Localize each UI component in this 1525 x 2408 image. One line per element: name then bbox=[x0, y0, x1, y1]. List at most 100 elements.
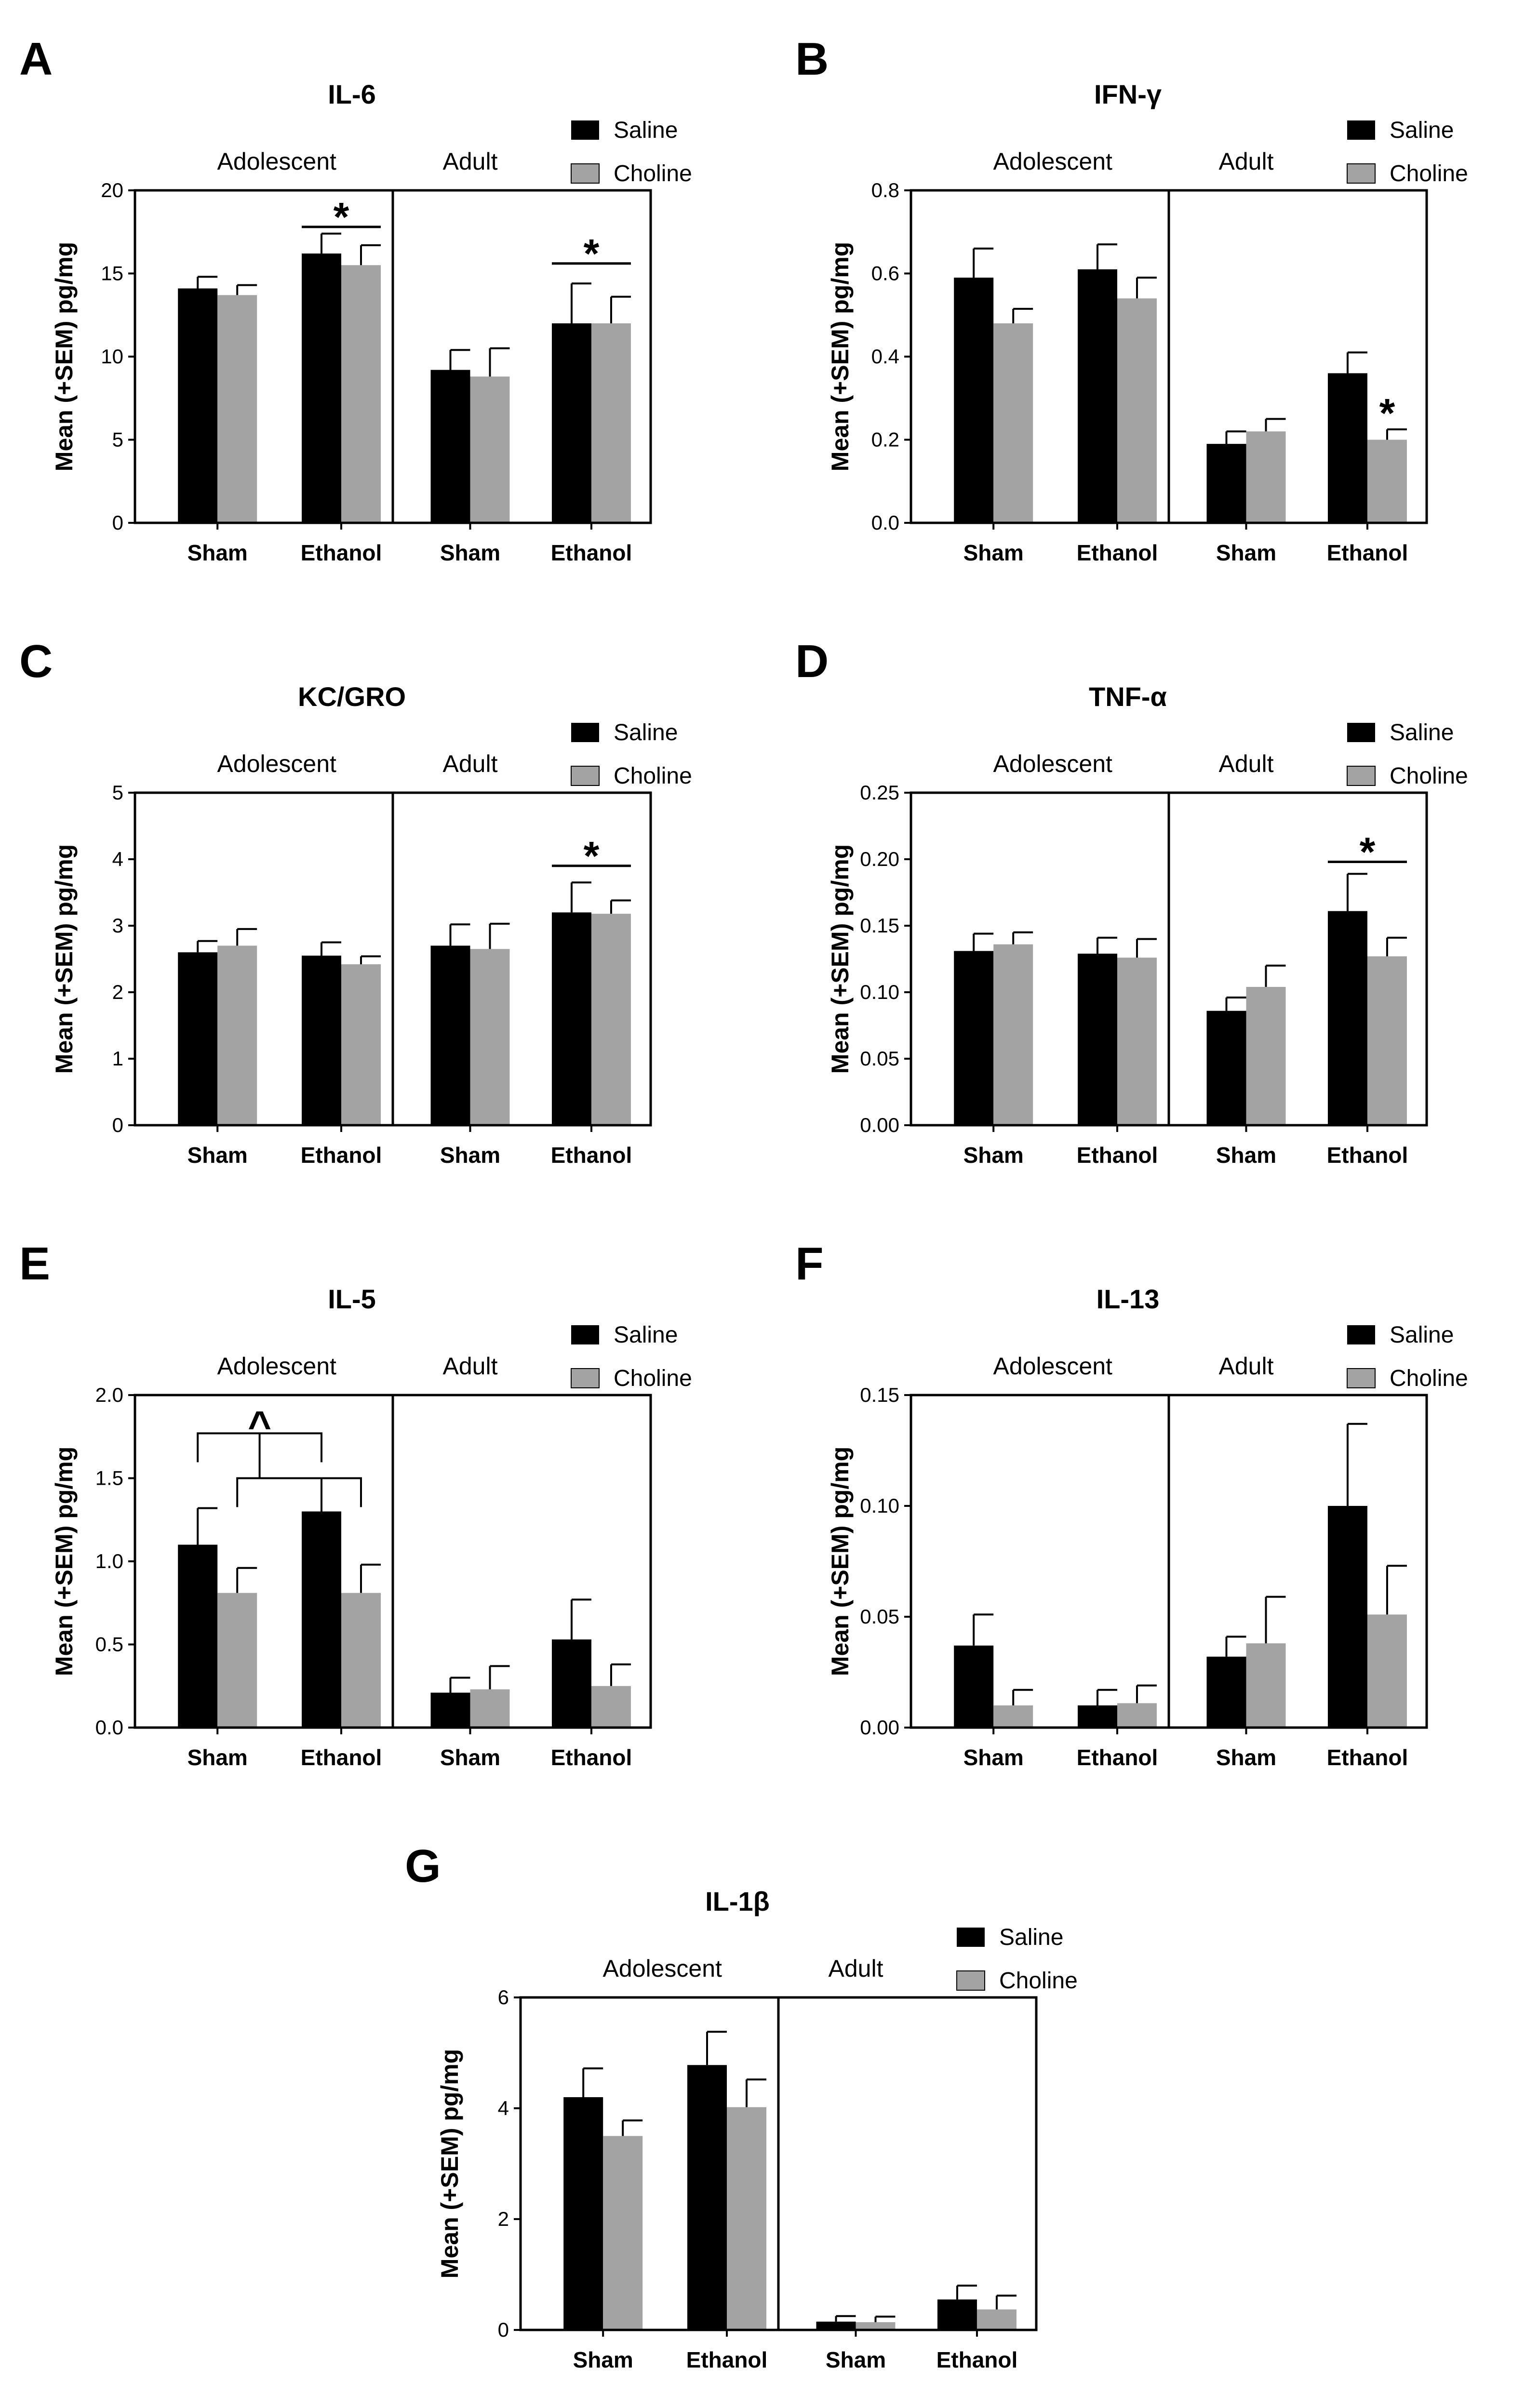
bar-choline-sham-adolescent bbox=[217, 295, 257, 523]
x-label-sham-adult: Sham bbox=[1216, 540, 1276, 565]
chart-title: IL-13 bbox=[1097, 1284, 1160, 1314]
group-label-adolescent: Adolescent bbox=[993, 1353, 1112, 1380]
panel-label: E bbox=[19, 1238, 50, 1290]
bar-choline-ethanol-adult bbox=[591, 914, 631, 1125]
significance-asterisk: * bbox=[1360, 829, 1376, 875]
x-label-sham-adolescent: Sham bbox=[573, 2347, 633, 2372]
bar-saline-ethanol-adult bbox=[551, 323, 591, 523]
legend-label-choline: Choline bbox=[1390, 161, 1468, 186]
y-tick-label: 2 bbox=[112, 981, 123, 1003]
bar-choline-ethanol-adolescent bbox=[1117, 1703, 1157, 1728]
bar-saline-ethanol-adult bbox=[1327, 373, 1367, 523]
panel-d: D TNF-α Adolescent Adult Saline Choline Mean (… bbox=[795, 636, 1468, 1168]
bar-saline-ethanol-adolescent bbox=[1078, 269, 1117, 523]
bar-saline-sham-adolescent bbox=[178, 1544, 218, 1728]
bar-saline-ethanol-adult bbox=[1327, 911, 1367, 1125]
significance-asterisk: * bbox=[1379, 390, 1395, 436]
y-tick-label: 0.2 bbox=[871, 428, 899, 451]
x-label-sham-adult: Sham bbox=[440, 1745, 500, 1770]
chart-title: TNF-α bbox=[1089, 681, 1167, 712]
x-label-ethanol-adult: Ethanol bbox=[551, 1143, 632, 1168]
x-label-sham-adult: Sham bbox=[826, 2347, 886, 2372]
bar-saline-ethanol-adolescent bbox=[687, 2065, 727, 2330]
y-axis-label: Mean (+SEM) pg/mg bbox=[827, 242, 854, 471]
y-tick-label: 0.0 bbox=[871, 511, 899, 534]
y-tick-label: 10 bbox=[101, 345, 123, 368]
y-tick-label: 0 bbox=[112, 511, 123, 534]
y-tick-label: 0.00 bbox=[860, 1114, 899, 1136]
y-axis-label: Mean (+SEM) pg/mg bbox=[51, 242, 78, 471]
panel-label: A bbox=[19, 33, 53, 85]
interaction-bracket-choline bbox=[236, 1477, 362, 1507]
bar-choline-ethanol-adult bbox=[591, 1686, 631, 1728]
group-label-adolescent: Adolescent bbox=[993, 750, 1112, 777]
bar-saline-sham-adult bbox=[1206, 1656, 1246, 1728]
y-tick-label: 0 bbox=[112, 1114, 123, 1136]
y-axis-label: Mean (+SEM) pg/mg bbox=[51, 844, 78, 1074]
chart-title: IL-5 bbox=[328, 1284, 376, 1314]
x-label-ethanol-adolescent: Ethanol bbox=[1077, 1745, 1158, 1770]
group-label-adult: Adult bbox=[443, 148, 498, 175]
y-tick-label: 6 bbox=[498, 1986, 509, 2009]
x-label-ethanol-adolescent: Ethanol bbox=[1077, 540, 1158, 565]
y-tick-label: 5 bbox=[112, 428, 123, 451]
legend-swatch-choline bbox=[571, 163, 600, 184]
y-tick-label: 0.00 bbox=[860, 1716, 899, 1739]
y-tick-label: 1.5 bbox=[95, 1467, 123, 1490]
bar-choline-sham-adolescent bbox=[993, 1705, 1033, 1728]
y-tick-label: 0.10 bbox=[860, 981, 899, 1003]
x-label-ethanol-adult: Ethanol bbox=[936, 2347, 1018, 2372]
bar-choline-sham-adult bbox=[470, 1689, 510, 1728]
bar-choline-sham-adult bbox=[1246, 431, 1286, 523]
significance-asterisk: * bbox=[334, 194, 349, 239]
bar-choline-sham-adolescent bbox=[993, 944, 1033, 1125]
y-tick-label: 20 bbox=[101, 179, 123, 201]
bar-choline-sham-adolescent bbox=[603, 2136, 643, 2330]
bar-saline-ethanol-adolescent bbox=[302, 956, 341, 1125]
y-tick-label: 0.10 bbox=[860, 1494, 899, 1517]
group-label-adolescent: Adolescent bbox=[603, 1955, 722, 1982]
bar-saline-ethanol-adult bbox=[937, 2299, 977, 2330]
panel-label: D bbox=[795, 636, 829, 687]
bar-choline-ethanol-adult bbox=[977, 2309, 1017, 2330]
bar-saline-ethanol-adolescent bbox=[302, 253, 341, 523]
panel-label: G bbox=[405, 1840, 441, 1892]
group-label-adult: Adult bbox=[443, 1353, 498, 1380]
x-label-sham-adolescent: Sham bbox=[187, 1745, 248, 1770]
bar-choline-sham-adult bbox=[1246, 1643, 1286, 1728]
y-tick-label: 4 bbox=[112, 848, 123, 870]
legend-swatch-choline bbox=[571, 1368, 600, 1388]
x-label-ethanol-adult: Ethanol bbox=[1327, 1143, 1408, 1168]
y-axis-label: Mean (+SEM) pg/mg bbox=[827, 1447, 854, 1676]
bar-saline-sham-adult bbox=[430, 945, 470, 1125]
x-label-sham-adult: Sham bbox=[1216, 1143, 1276, 1168]
legend-label-saline: Saline bbox=[614, 1322, 678, 1348]
bar-choline-ethanol-adult bbox=[591, 323, 631, 523]
legend-swatch-choline bbox=[956, 1970, 985, 1991]
legend-swatch-saline bbox=[957, 1928, 985, 1947]
group-label-adult: Adult bbox=[1219, 148, 1274, 175]
panel-c: C KC/GRO Adolescent Adult Saline Choline Mean … bbox=[19, 636, 692, 1168]
x-label-sham-adolescent: Sham bbox=[187, 1143, 248, 1168]
bar-choline-ethanol-adolescent bbox=[341, 1593, 381, 1728]
x-label-ethanol-adult: Ethanol bbox=[551, 540, 632, 565]
bar-choline-ethanol-adult bbox=[1367, 956, 1407, 1125]
y-tick-label: 0 bbox=[498, 2318, 509, 2341]
x-label-sham-adolescent: Sham bbox=[963, 1745, 1024, 1770]
bar-choline-sham-adolescent bbox=[217, 945, 257, 1125]
x-label-sham-adult: Sham bbox=[440, 1143, 500, 1168]
bar-saline-sham-adolescent bbox=[563, 2097, 603, 2330]
x-label-ethanol-adolescent: Ethanol bbox=[301, 540, 382, 565]
y-tick-label: 0.25 bbox=[860, 781, 899, 804]
group-label-adult: Adult bbox=[829, 1955, 883, 1982]
x-label-sham-adult: Sham bbox=[1216, 1745, 1276, 1770]
bar-choline-sham-adolescent bbox=[993, 323, 1033, 523]
bar-saline-sham-adult bbox=[430, 370, 470, 523]
y-tick-label: 5 bbox=[112, 781, 123, 804]
bar-saline-ethanol-adult bbox=[551, 912, 591, 1125]
panel-a: A IL-6 Adolescent Adult Saline Choline Mean (+… bbox=[19, 33, 692, 565]
y-tick-label: 2.0 bbox=[95, 1384, 123, 1406]
bar-choline-ethanol-adult bbox=[1367, 1614, 1407, 1728]
interaction-caret: ^ bbox=[248, 1403, 271, 1448]
y-axis-label: Mean (+SEM) pg/mg bbox=[436, 2049, 463, 2278]
